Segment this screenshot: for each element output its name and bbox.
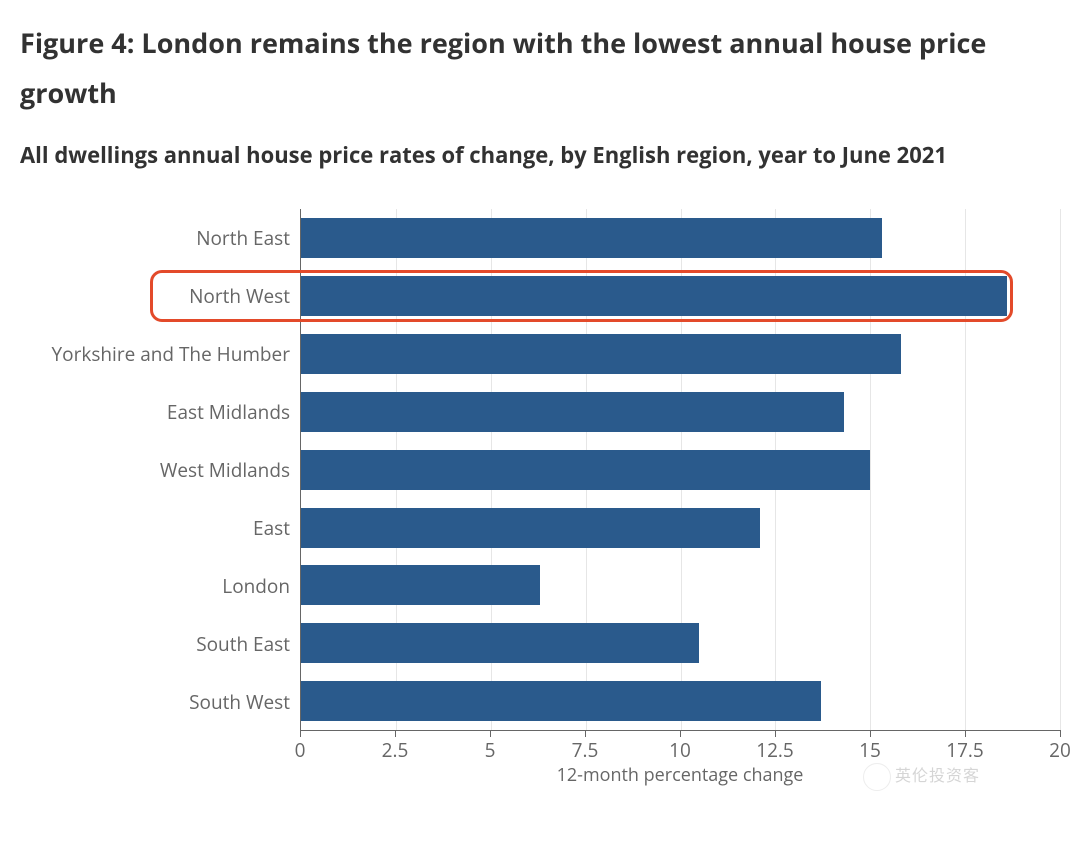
chart-title: Figure 4: London remains the region with… [20, 18, 1060, 118]
xtick-label: 7.5 [572, 737, 599, 763]
bar-row [301, 614, 1060, 672]
bars-container [301, 209, 1060, 730]
watermark: 英伦投资客 [863, 762, 980, 791]
bar-row [301, 499, 1060, 557]
y-axis-labels: North EastNorth WestYorkshire and The Hu… [20, 209, 300, 731]
xtick-label: 10 [669, 737, 691, 763]
xtick-mark [870, 730, 871, 737]
bar [301, 276, 1007, 316]
xtick-mark [965, 730, 966, 737]
xtick-label: 2.5 [382, 737, 409, 763]
xtick-mark [585, 730, 586, 737]
xtick-mark [680, 730, 681, 737]
bar-row [301, 267, 1060, 325]
plot-region [300, 209, 1060, 731]
plot-wrap: North EastNorth WestYorkshire and The Hu… [20, 209, 1060, 731]
bar-row [301, 441, 1060, 499]
gridline [1060, 209, 1061, 730]
y-axis-label: East [20, 499, 290, 557]
y-axis-label: Yorkshire and The Humber [20, 325, 290, 383]
x-axis: 02.557.51012.51517.520 [300, 731, 1060, 763]
bar-row [301, 557, 1060, 615]
y-axis-label: North West [20, 267, 290, 325]
xtick-label: 15 [859, 737, 881, 763]
xtick-mark [300, 730, 301, 737]
xtick-label: 5 [485, 737, 496, 763]
bar [301, 681, 821, 721]
bar [301, 565, 540, 605]
bar-row [301, 672, 1060, 730]
bar [301, 392, 844, 432]
y-axis-label: North East [20, 209, 290, 267]
xtick-label: 17.5 [946, 737, 984, 763]
xtick-mark [1060, 730, 1061, 737]
xtick-label: 20 [1049, 737, 1071, 763]
bar-row [301, 325, 1060, 383]
bar-row [301, 383, 1060, 441]
xtick-mark [490, 730, 491, 737]
bar [301, 218, 882, 258]
watermark-text: 英伦投资客 [895, 764, 980, 786]
xtick-mark [395, 730, 396, 737]
y-axis-label: West Midlands [20, 441, 290, 499]
bar-row [301, 209, 1060, 267]
xtick-label: 12.5 [756, 737, 794, 763]
chart-subtitle: All dwellings annual house price rates o… [20, 132, 1060, 179]
y-axis-label: East Midlands [20, 383, 290, 441]
y-axis-label: South East [20, 615, 290, 673]
chart-area: North EastNorth WestYorkshire and The Hu… [20, 209, 1060, 787]
bar [301, 334, 901, 374]
y-axis-label: London [20, 557, 290, 615]
xtick-mark [775, 730, 776, 737]
xtick-label: 0 [295, 737, 306, 763]
y-axis-label: South West [20, 673, 290, 731]
bar [301, 623, 699, 663]
watermark-circle-icon [863, 763, 891, 791]
bar [301, 508, 760, 548]
bar [301, 450, 870, 490]
x-axis-row: 02.557.51012.51517.520 [20, 731, 1060, 763]
